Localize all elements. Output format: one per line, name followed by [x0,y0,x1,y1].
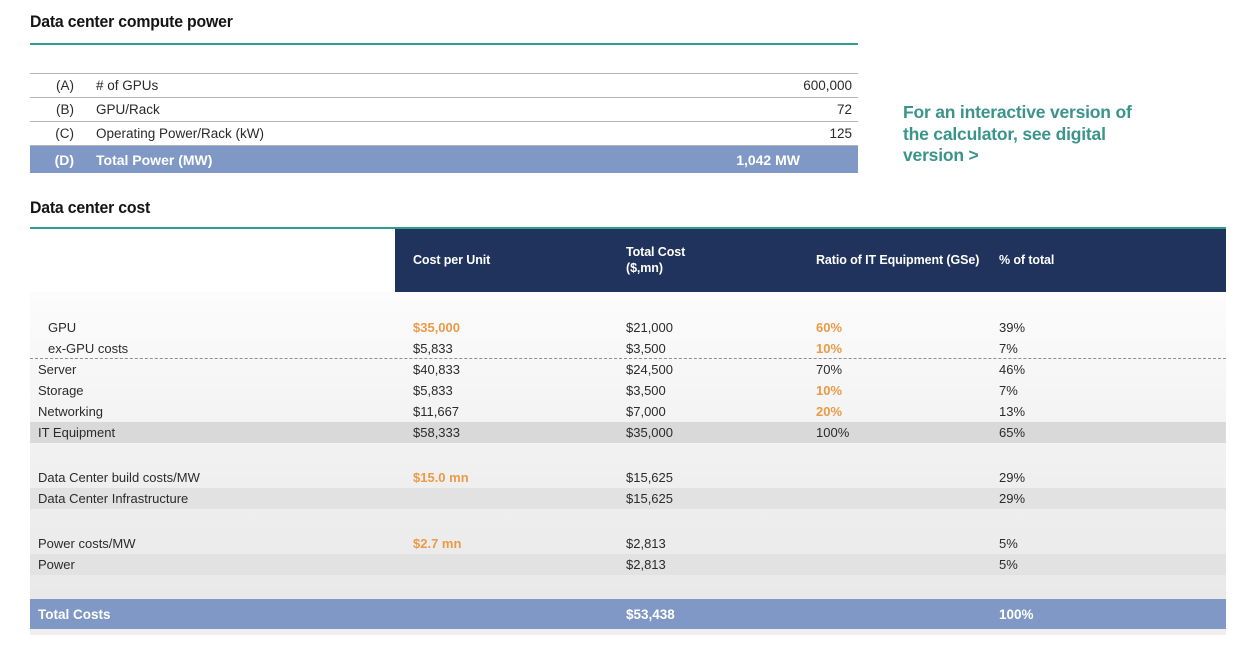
total-costs-row: Total Costs $53,438 100% [30,599,1226,629]
row-label: Total Power (MW) [96,151,213,168]
pct-cell: 46% [999,362,1026,377]
table-row-dc-infrastructure: Data Center Infrastructure $15,625 29% [30,488,1226,509]
table-row-ex-gpu: ex-GPU costs $5,833 $3,500 10% 7% [30,338,1226,359]
row-value: 72 [836,102,852,117]
table-row-dc-build-costs: Data Center build costs/MW $15.0 mn $15,… [30,467,1226,488]
col-header-pct-of-total: % of total [999,252,1055,267]
row-label: Storage [38,383,84,398]
total-cost-cell: $15,625 [626,470,673,485]
row-label: Data Center build costs/MW [38,470,200,485]
title-underline [30,43,858,45]
cost-per-unit-cell: $11,667 [413,404,460,419]
table-row-server: Server $40,833 $24,500 70% 46% [30,359,1226,380]
row-key: (A) [56,78,74,93]
row-label: Networking [38,404,104,419]
cost-per-unit-cell: $58,333 [413,425,460,440]
cost-table: Data center cost Cost per Unit Total Cos… [30,198,1226,635]
table-row-storage: Storage $5,833 $3,500 10% 7% [30,380,1226,401]
ratio-cell: 10% [816,383,843,398]
row-spacer [30,443,1226,467]
interactive-version-link[interactable]: For an interactive version of the calcul… [903,102,1132,166]
table-row: (A) # of GPUs 600,000 [30,73,858,97]
header-background [395,229,1226,292]
row-label: Power [38,557,75,572]
compute-power-rows: (A) # of GPUs 600,000 (B) GPU/Rack 72 (C… [30,73,858,173]
row-spacer [30,509,1226,533]
row-label: IT Equipment [38,425,116,440]
total-cost-cell: $53,438 [626,606,675,622]
row-key: (D) [54,151,74,168]
table-row: (C) Operating Power/Rack (kW) 125 [30,121,858,145]
table-row-it-equipment: IT Equipment $58,333 $35,000 100% 65% [30,422,1226,443]
cost-table-body: GPU $35,000 $21,000 60% 39% ex-GPU costs… [30,292,1226,635]
row-value: 125 [829,126,852,141]
row-key: (B) [56,102,74,117]
row-value: 600,000 [803,78,852,93]
row-label: GPU/Rack [96,102,160,117]
compute-power-table: Data center compute power (A) # of GPUs … [30,12,858,173]
ratio-cell: 60% [816,320,843,335]
title-underline [30,227,1226,229]
cost-per-unit-cell: $5,833 [413,383,453,398]
row-label: Operating Power/Rack (kW) [96,126,265,141]
table-row-power-costs: Power costs/MW $2.7 mn $2,813 5% [30,533,1226,554]
row-value: 1,042 MW [736,151,800,168]
row-label: ex-GPU costs [48,340,129,356]
total-cost-cell: $21,000 [626,320,673,335]
table-bottom-strip [30,629,1226,635]
pct-cell: 5% [999,557,1018,572]
pct-cell: 7% [999,340,1018,356]
cost-table-title: Data center cost [30,198,151,217]
table-row-power: Power $2,813 5% [30,554,1226,575]
cost-per-unit-cell: $2.7 mn [413,536,462,551]
pct-cell: 29% [999,470,1026,485]
pct-cell: 5% [999,536,1018,551]
cost-per-unit-cell: $40,833 [413,362,460,377]
pct-cell: 100% [999,606,1034,622]
row-label: Total Costs [38,606,111,622]
col-header-ratio: Ratio of IT Equipment (GSe) [816,252,980,267]
total-cost-cell: $35,000 [626,425,673,440]
pct-cell: 65% [999,425,1026,440]
total-cost-cell: $24,500 [626,362,673,377]
ratio-cell: 100% [816,425,850,440]
row-label: Power costs/MW [38,536,136,551]
row-spacer [30,292,1226,317]
total-cost-cell: $7,000 [626,404,666,419]
compute-power-title: Data center compute power [30,12,233,31]
cost-per-unit-cell: $35,000 [413,320,460,335]
row-key: (C) [55,126,74,141]
cost-per-unit-cell: $5,833 [413,340,453,356]
cost-table-header: Cost per Unit Total Cost ($,mn) Ratio of… [30,229,1226,292]
total-cost-cell: $2,813 [626,557,666,572]
row-spacer [30,575,1226,599]
col-header-cost-per-unit: Cost per Unit [413,252,491,267]
total-cost-cell: $3,500 [626,340,666,356]
row-label: Server [38,362,77,377]
total-cost-cell: $15,625 [626,491,673,506]
pct-cell: 7% [999,383,1018,398]
row-label: # of GPUs [96,78,159,93]
ratio-cell: 70% [816,362,843,377]
row-label: GPU [48,320,77,335]
total-cost-cell: $3,500 [626,383,666,398]
total-power-row: (D) Total Power (MW) 1,042 MW [30,145,858,173]
ratio-cell: 10% [816,340,843,356]
cost-per-unit-cell: $15.0 mn [413,470,469,485]
table-row-gpu: GPU $35,000 $21,000 60% 39% [30,317,1226,338]
ratio-cell: 20% [816,404,843,419]
col-header-total-cost: Total Cost ($,mn) [626,244,686,275]
table-row-networking: Networking $11,667 $7,000 20% 13% [30,401,1226,422]
total-cost-cell: $2,813 [626,536,666,551]
pct-cell: 29% [999,491,1026,506]
pct-cell: 39% [999,320,1026,335]
table-row: (B) GPU/Rack 72 [30,97,858,121]
row-label: Data Center Infrastructure [38,491,189,506]
pct-cell: 13% [999,404,1026,419]
